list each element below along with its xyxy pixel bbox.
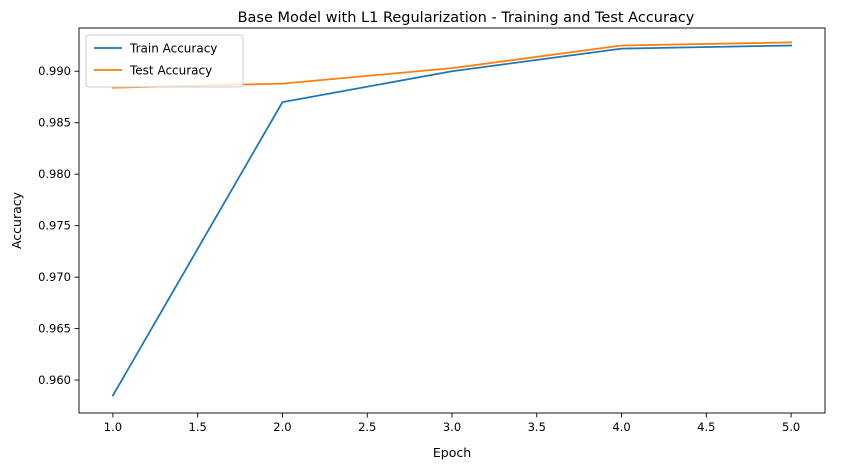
x-tick-label: 4.0 bbox=[612, 420, 630, 434]
y-tick-label: 0.970 bbox=[38, 270, 71, 284]
chart-title: Base Model with L1 Regularization - Trai… bbox=[238, 10, 695, 26]
x-axis: 1.0 1.5 2.0 2.5 3.0 3.5 4.0 4.5 5.0 bbox=[104, 413, 800, 434]
y-axis-label: Accuracy bbox=[9, 191, 24, 249]
x-axis-label: Epoch bbox=[433, 445, 471, 460]
x-tick-label: 2.0 bbox=[273, 420, 291, 434]
x-tick-label: 1.0 bbox=[104, 420, 122, 434]
legend-label-train-accuracy: Train Accuracy bbox=[129, 42, 217, 56]
y-tick-label: 0.980 bbox=[38, 167, 71, 181]
y-tick-label: 0.960 bbox=[38, 373, 71, 387]
x-tick-label: 4.5 bbox=[697, 420, 715, 434]
x-tick-label: 2.5 bbox=[358, 420, 376, 434]
legend-label-test-accuracy: Test Accuracy bbox=[129, 64, 212, 78]
series-line-train-accuracy bbox=[111, 44, 793, 397]
y-tick-label: 0.975 bbox=[38, 219, 71, 233]
legend-box bbox=[85, 34, 244, 88]
x-tick-label: 5.0 bbox=[782, 420, 800, 434]
x-tick-label: 1.5 bbox=[189, 420, 207, 434]
y-axis: 0.960 0.965 0.970 0.975 0.980 0.985 0.990 bbox=[38, 64, 79, 387]
y-tick-label: 0.965 bbox=[38, 322, 71, 336]
x-tick-label: 3.5 bbox=[528, 420, 546, 434]
y-tick-label: 0.985 bbox=[38, 116, 71, 130]
y-tick-label: 0.990 bbox=[38, 64, 71, 78]
x-tick-label: 3.0 bbox=[443, 420, 461, 434]
legend: Train Accuracy Test Accuracy bbox=[85, 34, 244, 88]
